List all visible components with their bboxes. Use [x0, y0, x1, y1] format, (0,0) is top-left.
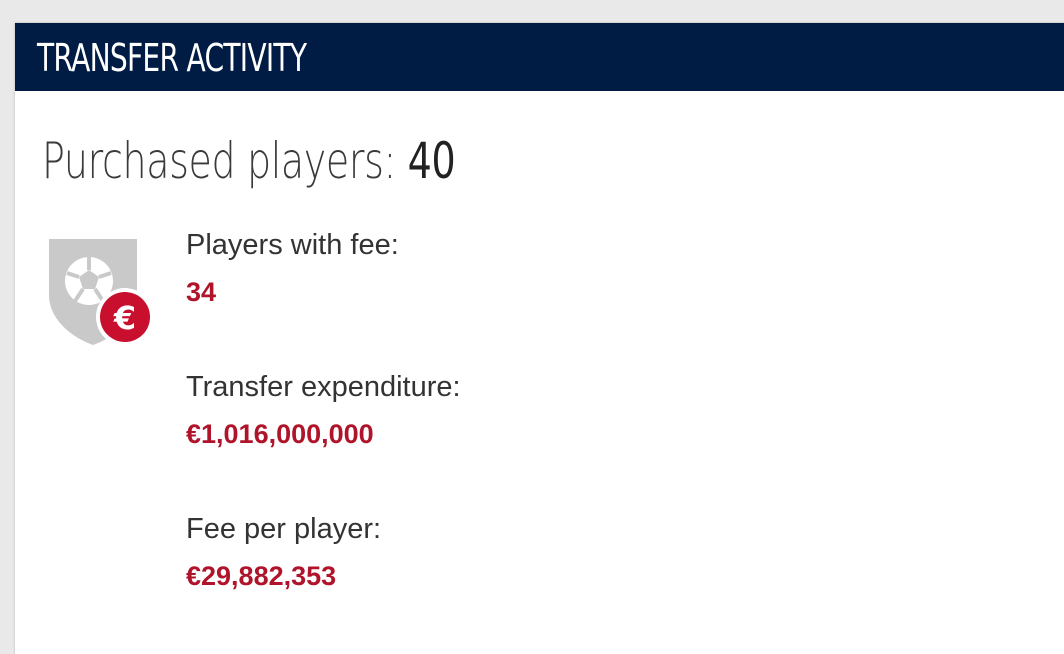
svg-text:€: € [113, 299, 136, 337]
stat-transfer-expenditure: Transfer expenditure: €1,016,000,000 [186, 370, 786, 512]
purchased-players-summary: Purchased players: 40 [42, 131, 456, 191]
stat-value: 34 [186, 277, 217, 307]
stat-label: Transfer expenditure: [186, 371, 461, 403]
stat-fee-per-player: Fee per player: €29,882,353 [186, 512, 786, 654]
purchased-players-label: Purchased players: [42, 132, 408, 190]
stat-players-with-fee: Players with fee: 34 [186, 228, 786, 370]
card-header: TRANSFER ACTIVITY [15, 23, 1064, 91]
stat-value: €29,882,353 [186, 561, 337, 591]
shield-ball-euro-icon: € [45, 237, 157, 349]
transfer-stats: Players with fee: 34 Transfer expenditur… [186, 228, 786, 654]
transfer-activity-card: TRANSFER ACTIVITY Purchased players: 40 … [15, 23, 1064, 654]
stat-value: €1,016,000,000 [186, 419, 374, 449]
stat-label: Fee per player: [186, 513, 382, 545]
purchased-players-count: 40 [407, 132, 456, 190]
card-title: TRANSFER ACTIVITY [37, 36, 307, 80]
stat-label: Players with fee: [186, 229, 399, 261]
